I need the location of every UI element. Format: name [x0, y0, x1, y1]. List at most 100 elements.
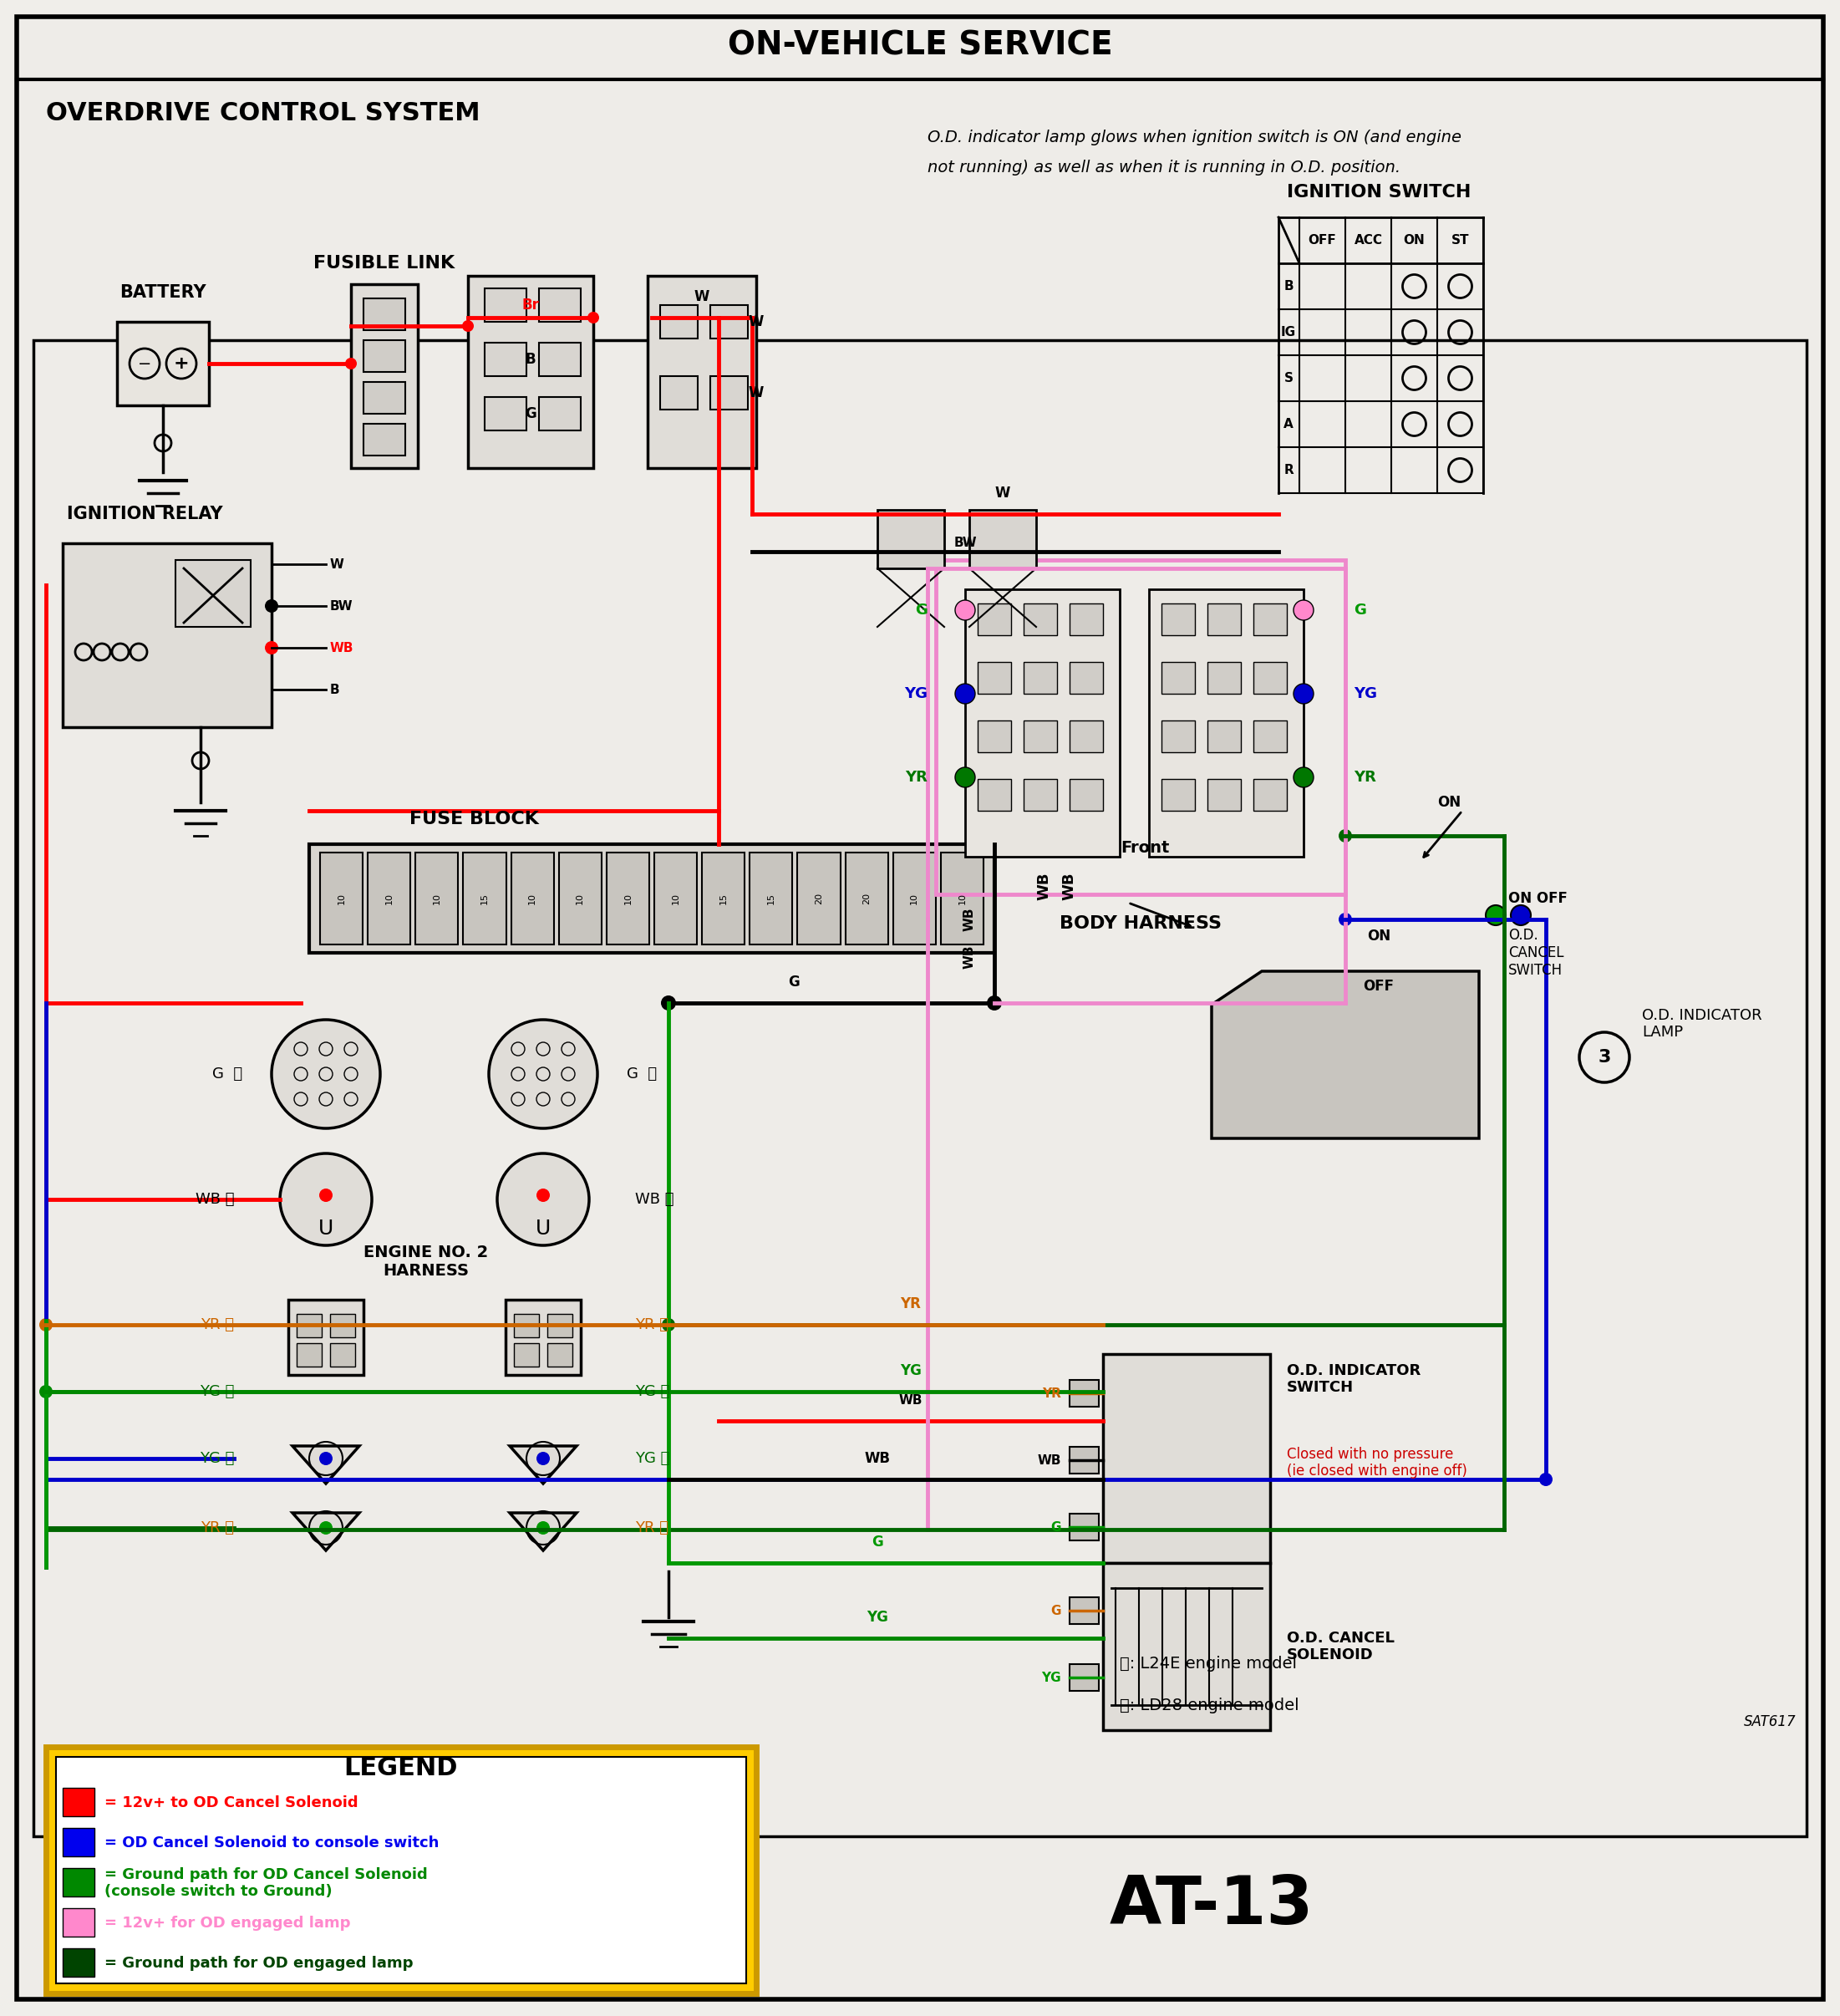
Bar	[977, 603, 1012, 635]
Bar	[484, 397, 526, 431]
Bar	[63, 1829, 94, 1857]
Text: 15: 15	[719, 893, 727, 905]
Text: G  Ⓡ: G Ⓡ	[212, 1066, 243, 1081]
Text: G: G	[1354, 603, 1365, 617]
Text: YG: YG	[903, 685, 927, 702]
Bar	[749, 853, 793, 943]
Bar	[63, 1869, 94, 1897]
Bar	[368, 853, 410, 943]
Text: 15: 15	[480, 893, 489, 905]
Circle shape	[955, 683, 975, 704]
Text: G: G	[524, 405, 535, 421]
Text: 20: 20	[863, 893, 870, 905]
Bar	[1069, 661, 1102, 694]
Bar	[1253, 778, 1286, 810]
Circle shape	[1540, 1474, 1553, 1486]
Text: = Ground path for OD engaged lamp: = Ground path for OD engaged lamp	[105, 1956, 414, 1972]
Bar	[977, 661, 1012, 694]
Text: WB: WB	[1038, 1454, 1062, 1466]
Bar	[1069, 720, 1102, 752]
Text: YG ⓓ: YG ⓓ	[635, 1452, 670, 1466]
Text: AT-13: AT-13	[1110, 1873, 1314, 1937]
Bar	[364, 381, 405, 413]
Bar	[892, 853, 937, 943]
Circle shape	[1340, 829, 1352, 843]
Bar	[1023, 661, 1056, 694]
Text: 10: 10	[432, 893, 442, 905]
Bar	[63, 542, 272, 728]
Bar	[539, 288, 581, 323]
Text: 10: 10	[624, 893, 633, 905]
Text: R: R	[1284, 464, 1294, 476]
Bar	[364, 341, 405, 371]
Bar	[55, 1756, 747, 1984]
Bar	[1161, 778, 1194, 810]
Text: 10: 10	[672, 893, 679, 905]
Bar	[1069, 1379, 1098, 1407]
Bar	[1023, 778, 1056, 810]
Text: B: B	[526, 353, 535, 367]
Bar	[351, 284, 418, 468]
Circle shape	[462, 321, 473, 333]
Text: YR Ⓡ: YR Ⓡ	[635, 1316, 668, 1333]
Text: W: W	[995, 486, 1010, 500]
Bar	[1069, 1597, 1098, 1625]
Circle shape	[265, 641, 278, 655]
Bar	[977, 720, 1012, 752]
Polygon shape	[1211, 972, 1479, 1139]
Bar	[559, 853, 602, 943]
Text: 10: 10	[959, 893, 966, 905]
Text: FUSIBLE LINK: FUSIBLE LINK	[313, 254, 454, 272]
Text: 15: 15	[767, 893, 775, 905]
Text: SAT617: SAT617	[1744, 1714, 1796, 1730]
Bar	[484, 343, 526, 377]
Bar	[289, 1300, 364, 1375]
Text: 10: 10	[385, 893, 394, 905]
Text: W: W	[694, 288, 710, 304]
Bar	[512, 853, 554, 943]
Bar	[1069, 1663, 1098, 1691]
Text: OFF: OFF	[1308, 234, 1336, 246]
Circle shape	[497, 1153, 589, 1246]
Text: WB: WB	[865, 1452, 891, 1466]
Polygon shape	[510, 1512, 576, 1550]
Text: 10: 10	[528, 893, 537, 905]
Circle shape	[1294, 601, 1314, 621]
Text: YG: YG	[900, 1363, 922, 1379]
Text: YR ⓓ: YR ⓓ	[635, 1520, 668, 1536]
Circle shape	[489, 1020, 598, 1129]
Polygon shape	[293, 1445, 359, 1484]
Text: WB: WB	[962, 907, 975, 931]
Bar	[118, 323, 210, 405]
Bar	[175, 560, 250, 627]
Text: Ⓡ: L24E engine model: Ⓡ: L24E engine model	[1121, 1655, 1297, 1671]
Text: B: B	[329, 683, 340, 696]
Circle shape	[955, 768, 975, 788]
Bar	[1207, 720, 1240, 752]
Bar	[1069, 1447, 1098, 1474]
Circle shape	[662, 1318, 675, 1331]
Text: ON: ON	[1367, 929, 1391, 943]
Text: O.D.
CANCEL
SWITCH: O.D. CANCEL SWITCH	[1509, 927, 1564, 978]
Circle shape	[280, 1153, 372, 1246]
Circle shape	[1294, 768, 1314, 788]
Bar	[296, 1343, 322, 1367]
Bar	[710, 304, 747, 339]
Text: ACC: ACC	[1354, 234, 1382, 246]
Text: BW: BW	[329, 599, 353, 613]
Text: ENGINE NO. 2
HARNESS: ENGINE NO. 2 HARNESS	[364, 1246, 488, 1280]
Bar	[878, 510, 944, 569]
Circle shape	[986, 996, 1003, 1010]
Bar	[703, 853, 745, 943]
Text: OFF: OFF	[1363, 978, 1395, 994]
Text: YR ⓓ: YR ⓓ	[201, 1520, 234, 1536]
Text: = OD Cancel Solenoid to console switch: = OD Cancel Solenoid to console switch	[105, 1835, 440, 1851]
Circle shape	[265, 599, 278, 613]
Bar	[845, 853, 889, 943]
Circle shape	[1511, 905, 1531, 925]
Text: ON: ON	[1404, 234, 1424, 246]
Text: G: G	[788, 974, 800, 990]
Bar	[1161, 603, 1194, 635]
Circle shape	[587, 312, 600, 323]
Text: YG: YG	[1354, 685, 1376, 702]
